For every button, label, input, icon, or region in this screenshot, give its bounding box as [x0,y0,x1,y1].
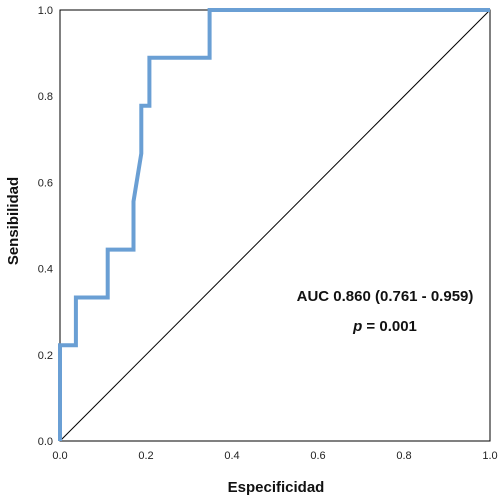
x-tick-label: 0.0 [52,450,67,462]
reference-diagonal [59,9,491,442]
auc-annotation: AUC 0.860 (0.761 - 0.959) [297,288,474,305]
p-value: = 0.001 [362,318,417,335]
plot-area [58,8,491,442]
p-value-annotation: p = 0.001 [352,318,417,335]
x-tick-label: 0.8 [396,450,411,462]
y-axis-label: Sensibilidad [5,177,22,265]
y-tick-label: 0.4 [38,264,53,276]
x-axis-label: Especificidad [228,479,325,496]
p-symbol: p [352,318,362,335]
y-tick-label: 0.0 [38,436,53,448]
y-tick-label: 1.0 [38,5,53,17]
roc-curve [58,8,490,441]
y-tick-label: 0.2 [38,350,53,362]
tick-labels: 0.0 0.2 0.4 0.6 0.8 1.0 0.0 0.2 0.4 0.6 0.8 1.0 [38,5,498,462]
x-tick-label: 0.4 [224,450,239,462]
y-tick-label: 0.8 [38,91,53,103]
x-tick-label: 1.0 [482,450,497,462]
x-tick-label: 0.2 [138,450,153,462]
x-tick-label: 0.6 [310,450,325,462]
y-tick-label: 0.6 [38,177,53,189]
